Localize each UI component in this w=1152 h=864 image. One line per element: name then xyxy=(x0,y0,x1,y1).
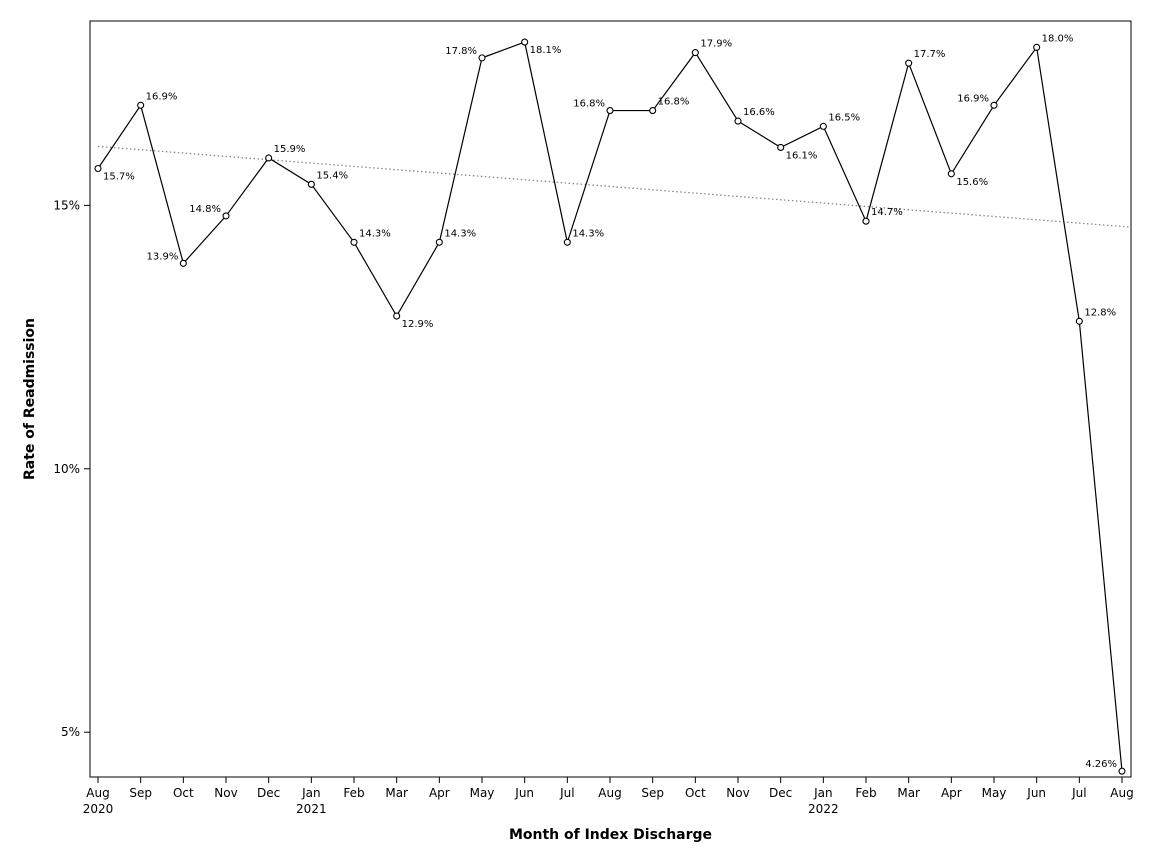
data-point xyxy=(563,238,571,246)
y-tick-label: 10% xyxy=(53,462,80,476)
x-tick-label: May xyxy=(470,786,495,800)
x-tick-label: Aug xyxy=(598,786,621,800)
data-label: 16.1% xyxy=(786,150,818,161)
data-label: 15.4% xyxy=(316,170,348,181)
data-label: 17.8% xyxy=(445,46,477,57)
y-tick-label: 5% xyxy=(61,725,80,739)
data-label: 16.9% xyxy=(957,93,989,104)
data-label: 13.9% xyxy=(147,251,179,262)
data-label: 17.7% xyxy=(914,49,946,60)
x-year-label: 2020 xyxy=(83,802,114,816)
data-point xyxy=(94,164,102,173)
x-tick-label: Aug xyxy=(1110,786,1133,800)
data-label: 15.9% xyxy=(274,144,306,155)
data-label: 14.7% xyxy=(871,207,903,218)
data-label: 16.9% xyxy=(146,91,178,102)
data-point xyxy=(1075,317,1083,325)
x-year-label: 2022 xyxy=(808,802,839,816)
data-point xyxy=(734,117,742,125)
data-label: 14.3% xyxy=(444,228,476,239)
x-axis-title: Month of Index Discharge xyxy=(509,827,712,843)
x-tick-label: Jun xyxy=(514,786,534,800)
data-point xyxy=(179,259,187,267)
x-tick-label: Feb xyxy=(343,786,364,800)
data-label: 15.6% xyxy=(956,177,988,188)
x-tick-label: Nov xyxy=(214,786,237,800)
plot-frame xyxy=(89,20,1132,778)
x-tick-label: Apr xyxy=(941,786,962,800)
x-tick-label: Dec xyxy=(257,786,280,800)
data-label: 14.8% xyxy=(189,204,221,215)
data-point xyxy=(990,101,998,109)
data-label: 16.6% xyxy=(743,107,775,118)
data-point xyxy=(649,107,657,115)
data-point xyxy=(393,312,401,320)
x-tick-label: Aug xyxy=(86,786,109,800)
data-point xyxy=(947,170,955,178)
x-tick-label: Nov xyxy=(726,786,749,800)
data-point xyxy=(478,54,486,62)
x-tick-label: Mar xyxy=(385,786,408,800)
data-point xyxy=(521,38,529,46)
x-tick-label: Apr xyxy=(429,786,450,800)
series-line xyxy=(97,41,1123,772)
data-point xyxy=(222,212,230,220)
x-tick-label: Jul xyxy=(559,786,574,800)
x-tick-label: Oct xyxy=(173,786,194,800)
x-tick-label: Sep xyxy=(641,786,664,800)
data-label: 16.8% xyxy=(658,97,690,108)
data-label: 16.5% xyxy=(828,112,860,123)
data-label: 18.1% xyxy=(530,45,562,56)
data-point xyxy=(691,49,699,57)
x-year-label: 2021 xyxy=(296,802,327,816)
data-point xyxy=(307,180,315,188)
data-point xyxy=(905,59,913,67)
x-tick-label: Oct xyxy=(685,786,706,800)
x-tick-label: Dec xyxy=(769,786,792,800)
data-point xyxy=(350,238,358,246)
x-tick-label: Jan xyxy=(301,786,321,800)
data-point xyxy=(435,238,443,246)
x-tick-label: Sep xyxy=(129,786,152,800)
data-label: 12.9% xyxy=(402,319,434,330)
data-label: 14.3% xyxy=(572,228,604,239)
data-point xyxy=(1118,767,1126,775)
data-label: 18.0% xyxy=(1042,33,1074,44)
x-tick-label: Jun xyxy=(1026,786,1046,800)
data-point xyxy=(265,154,273,162)
data-label: 14.3% xyxy=(359,228,391,239)
data-label: 17.9% xyxy=(700,39,732,50)
x-tick-label: Mar xyxy=(897,786,920,800)
y-tick-label: 15% xyxy=(53,198,80,212)
data-label: 15.7% xyxy=(103,172,135,183)
data-label: 12.8% xyxy=(1084,307,1116,318)
data-label: 4.26% xyxy=(1085,759,1117,770)
data-point xyxy=(777,143,785,151)
data-point xyxy=(606,107,614,115)
x-tick-label: Jan xyxy=(813,786,833,800)
x-tick-label: Jul xyxy=(1071,786,1086,800)
data-label: 16.8% xyxy=(573,99,605,110)
data-point xyxy=(137,101,145,109)
x-tick-label: May xyxy=(982,786,1007,800)
data-point xyxy=(862,217,870,225)
data-point xyxy=(1033,43,1041,51)
x-tick-label: Feb xyxy=(855,786,876,800)
y-axis-title: Rate of Readmission xyxy=(22,318,38,480)
data-point xyxy=(819,122,827,130)
